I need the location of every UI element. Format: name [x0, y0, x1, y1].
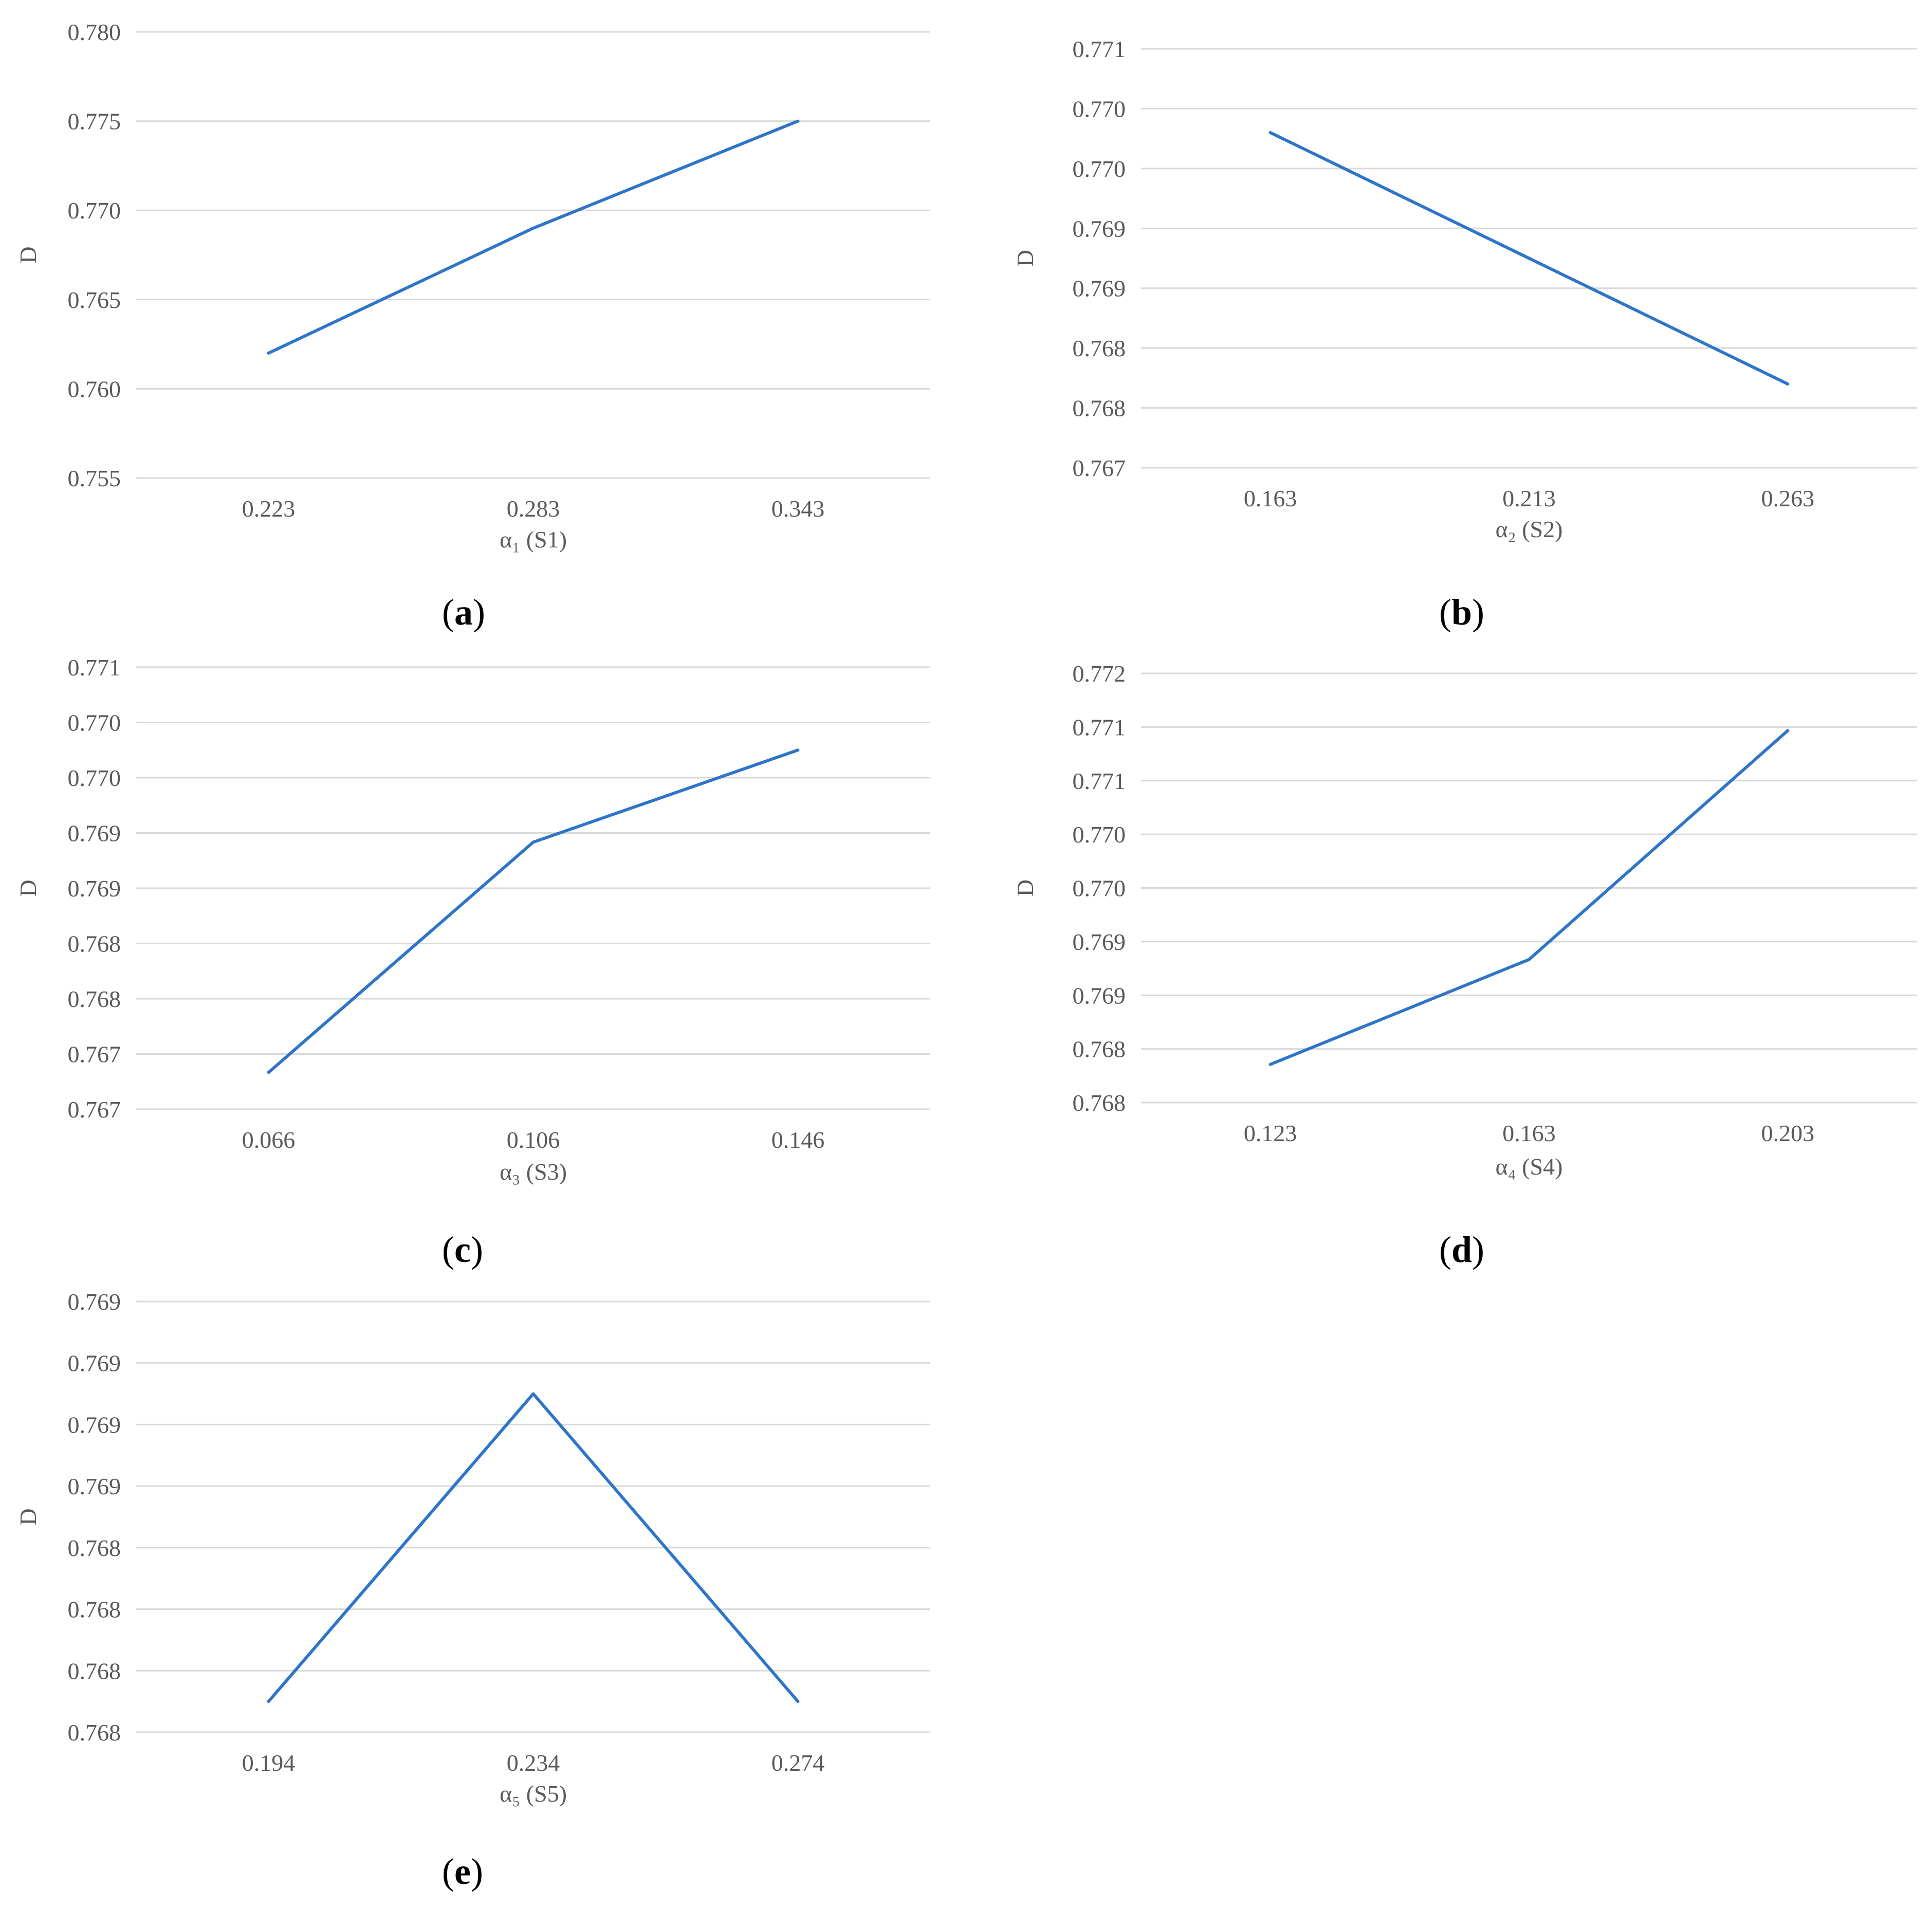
y-tick-label: 0.772 — [1073, 661, 1126, 687]
x-tick-label: 0.194 — [242, 1750, 296, 1776]
y-tick-label: 0.771 — [1073, 768, 1126, 794]
y-tick-label: 0.768 — [68, 986, 121, 1012]
y-tick-label: 0.769 — [1073, 982, 1126, 1008]
y-axis-title: D — [15, 246, 41, 263]
chart-svg-e: 0.768 0.768 0.768 0.768 0.769 0.769 0.769 0.769… — [15, 1289, 930, 1807]
x-tick-label: 0.234 — [507, 1750, 560, 1776]
y-tick-label: 0.768 — [68, 931, 121, 957]
x-tick-label: 0.223 — [242, 496, 296, 522]
y-tick-label: 0.775 — [68, 108, 121, 135]
y-tick-label: 0.770 — [68, 765, 121, 791]
y-tick-label: 0.768 — [68, 1658, 121, 1684]
x-axis-title: α₅ (S5) — [500, 1781, 567, 1807]
x-tick-label: 0.123 — [1244, 1120, 1297, 1146]
y-tick-label: 0.769 — [68, 1350, 121, 1377]
y-tick-label: 0.768 — [1073, 335, 1126, 361]
x-tick-label: 0.066 — [242, 1127, 296, 1153]
y-tick-label: 0.768 — [1073, 1090, 1126, 1116]
chart-svg-c: 0.767 0.767 0.768 0.768 0.769 0.769 0.770 0.770… — [15, 654, 930, 1185]
panel-label-c: (c) — [442, 1229, 483, 1270]
y-tick-label: 0.768 — [68, 1535, 121, 1561]
x-tick-label: 0.106 — [507, 1127, 560, 1153]
y-axis-title: D — [15, 1508, 41, 1525]
y-tick-label: 0.771 — [1073, 36, 1126, 62]
y-tick-label: 0.770 — [68, 710, 121, 736]
x-axis-title: α₁ (S1) — [500, 526, 567, 553]
y-tick-label: 0.770 — [1073, 156, 1126, 182]
y-tick-label: 0.768 — [1073, 1036, 1126, 1062]
y-tick-label: 0.770 — [1073, 875, 1126, 902]
y-axis-title: D — [15, 879, 41, 896]
y-tick-label: 0.767 — [68, 1096, 121, 1123]
y-tick-label: 0.768 — [1073, 395, 1126, 421]
panel-label-e: (e) — [442, 1851, 483, 1892]
y-tick-label: 0.771 — [1073, 714, 1126, 740]
y-tick-label: 0.769 — [68, 1411, 121, 1438]
y-tick-label: 0.769 — [1073, 929, 1126, 955]
y-axis-title: D — [1012, 250, 1038, 267]
y-tick-label: 0.769 — [1073, 215, 1126, 242]
chart-panel-e: 0.768 0.768 0.768 0.768 0.769 0.769 0.769 0.769… — [0, 1275, 956, 1892]
series-line — [267, 119, 800, 355]
x-tick-label: 0.283 — [507, 496, 560, 522]
chart-svg-a: 0.755 0.760 0.765 0.770 0.775 0.780 0.223 0.283… — [15, 19, 930, 553]
y-axis-title: D — [1012, 879, 1038, 896]
y-tick-label: 0.768 — [68, 1719, 121, 1746]
y-tick-label: 0.769 — [68, 1473, 121, 1499]
x-axis-title: α₂ (S2) — [1496, 516, 1563, 542]
series-line — [267, 748, 800, 1074]
chart-panel-d: 0.768 0.768 0.769 0.769 0.770 0.770 0.771 0.771… — [992, 637, 1932, 1254]
x-tick-label: 0.163 — [1502, 1120, 1556, 1146]
y-tick-label: 0.767 — [68, 1041, 121, 1068]
y-tick-label: 0.770 — [1073, 821, 1126, 848]
x-tick-label: 0.203 — [1761, 1120, 1815, 1146]
y-tick-label: 0.771 — [68, 654, 121, 681]
chart-panel-c: 0.767 0.767 0.768 0.768 0.769 0.769 0.770 0.770… — [0, 637, 956, 1254]
y-tick-label: 0.769 — [68, 875, 121, 902]
x-tick-label: 0.163 — [1244, 485, 1297, 511]
x-tick-label: 0.146 — [771, 1127, 825, 1153]
panel-label-a: (a) — [442, 592, 485, 633]
x-tick-label: 0.213 — [1502, 485, 1556, 511]
chart-svg-d: 0.768 0.768 0.769 0.769 0.770 0.770 0.771 0.771… — [1012, 661, 1917, 1180]
chart-svg-b: 0.767 0.768 0.768 0.769 0.769 0.770 0.770 0.771… — [1012, 36, 1917, 542]
y-tick-label: 0.765 — [68, 287, 121, 313]
y-tick-label: 0.769 — [68, 820, 121, 847]
panel-label-d: (d) — [1439, 1229, 1485, 1270]
y-tick-label: 0.760 — [68, 376, 121, 402]
x-tick-label: 0.343 — [771, 496, 825, 522]
x-tick-label: 0.263 — [1761, 485, 1815, 511]
x-axis-title: α₃ (S3) — [500, 1159, 567, 1185]
y-tick-label: 0.767 — [1073, 455, 1126, 481]
chart-panel-b: 0.767 0.768 0.768 0.769 0.769 0.770 0.770 0.771… — [992, 0, 1932, 617]
y-tick-label: 0.770 — [1073, 96, 1126, 122]
x-tick-label: 0.274 — [771, 1750, 825, 1776]
y-tick-label: 0.768 — [68, 1597, 121, 1623]
panel-label-b: (b) — [1439, 592, 1485, 633]
y-tick-label: 0.769 — [1073, 276, 1126, 302]
x-axis-title: α₄ (S4) — [1496, 1153, 1563, 1180]
y-tick-label: 0.770 — [68, 197, 121, 224]
y-tick-label: 0.755 — [68, 465, 121, 491]
chart-panel-a: 0.755 0.760 0.765 0.770 0.775 0.780 0.223 0.283… — [0, 0, 956, 617]
y-tick-label: 0.780 — [68, 19, 121, 45]
y-tick-label: 0.769 — [68, 1289, 121, 1315]
